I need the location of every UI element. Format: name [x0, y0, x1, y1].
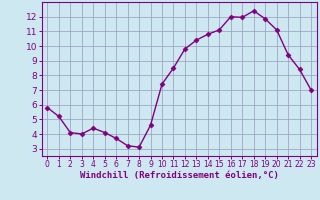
X-axis label: Windchill (Refroidissement éolien,°C): Windchill (Refroidissement éolien,°C): [80, 171, 279, 180]
